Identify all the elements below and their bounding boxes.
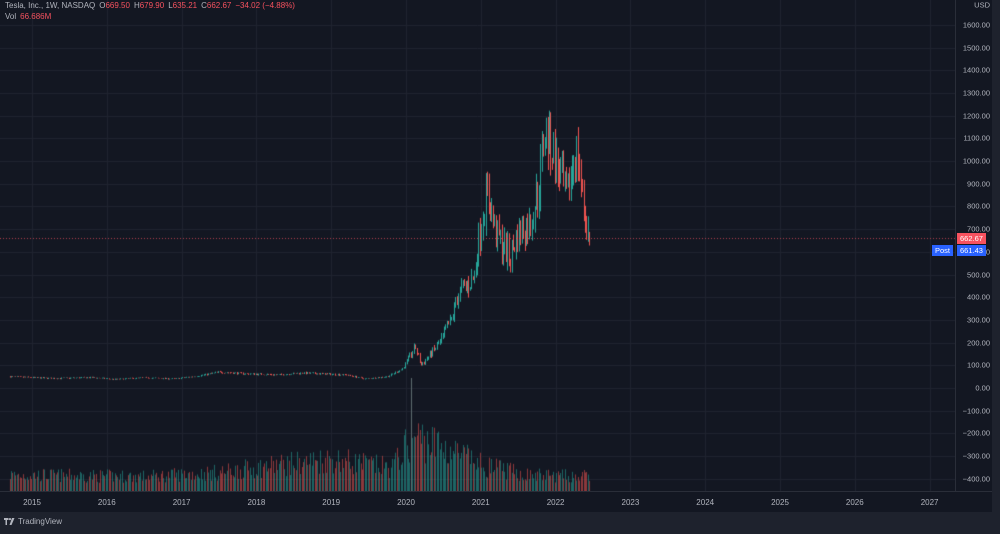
time-tick: 2015 (23, 498, 41, 507)
price-tick: 1500.00 (962, 43, 990, 53)
time-tick: 2017 (172, 498, 191, 507)
tradingview-brand-text: TradingView (18, 517, 63, 526)
price-tick: −400.00 (962, 474, 990, 484)
price-tick: 200.00 (967, 338, 990, 348)
ohlc-change: −34.02 (−4.88%) (235, 1, 295, 10)
time-tick: 2019 (322, 498, 341, 507)
price-tick: −300.00 (962, 451, 990, 461)
price-tick: 1300.00 (962, 88, 990, 98)
right-edge (992, 0, 1000, 512)
ohlc-close: C662.67 (201, 1, 232, 10)
price-tick: 500.00 (967, 270, 990, 280)
last-price-tag: 662.67 (957, 232, 986, 244)
price-tick: 800.00 (967, 201, 990, 211)
ohlc-low: L635.21 (168, 1, 198, 10)
time-tick: 2021 (471, 498, 490, 507)
symbol-title[interactable]: Tesla, Inc., 1W, NASDAQ (5, 1, 96, 10)
time-tick: 2025 (771, 498, 789, 507)
time-tick: 2023 (621, 498, 640, 507)
tradingview-logo-icon (4, 518, 15, 525)
ohlc-open: O669.50 (99, 1, 130, 10)
post-market-label: Post (932, 244, 954, 256)
time-tick: 2020 (397, 498, 415, 507)
time-tick: 2027 (920, 498, 939, 507)
post-price-tag: 661.43 (957, 244, 986, 256)
price-tick: 1400.00 (962, 65, 990, 75)
volume-label[interactable]: Vol (5, 12, 17, 21)
price-tick: 1100.00 (963, 133, 990, 143)
price-tick: 700.00 (967, 224, 990, 234)
tradingview-logo[interactable]: TradingView (4, 517, 62, 526)
footer: TradingView (0, 512, 1000, 534)
price-tick: 1000.00 (962, 156, 990, 166)
time-axis[interactable]: 2015 2016 2017 2018 2019 2020 2021 2022 2023 2024… (0, 491, 992, 513)
time-tick: 2022 (546, 498, 565, 507)
price-tick: 900.00 (967, 179, 990, 189)
price-tick: 1600.00 (962, 20, 990, 30)
volume-value: 66.686M (20, 12, 52, 21)
currency-label[interactable]: USD (974, 0, 990, 10)
price-tick: 100.00 (967, 360, 990, 370)
time-tick: 2018 (247, 498, 266, 507)
ohlc-high: H679.90 (133, 1, 165, 10)
price-tick: 1200.00 (962, 111, 990, 121)
symbol-legend: Tesla, Inc., 1W, NASDAQ O669.50 H679.90 … (5, 0, 295, 22)
chart-pane[interactable]: Tesla, Inc., 1W, NASDAQ O669.50 H679.90 … (0, 0, 955, 491)
price-tick: −200.00 (962, 428, 990, 438)
candlestick-canvas[interactable] (0, 0, 955, 491)
price-tick: 0.00 (975, 383, 990, 393)
price-axis[interactable]: USD 1600.00 1500.00 1400.00 1300.00 1200.00 11… (955, 0, 993, 491)
time-tick: 2024 (696, 498, 715, 507)
price-tick: −100.00 (962, 406, 990, 416)
price-tick: 300.00 (967, 315, 990, 325)
time-tick: 2026 (845, 498, 864, 507)
price-tick: 400.00 (967, 292, 990, 302)
time-tick: 2016 (97, 498, 116, 507)
